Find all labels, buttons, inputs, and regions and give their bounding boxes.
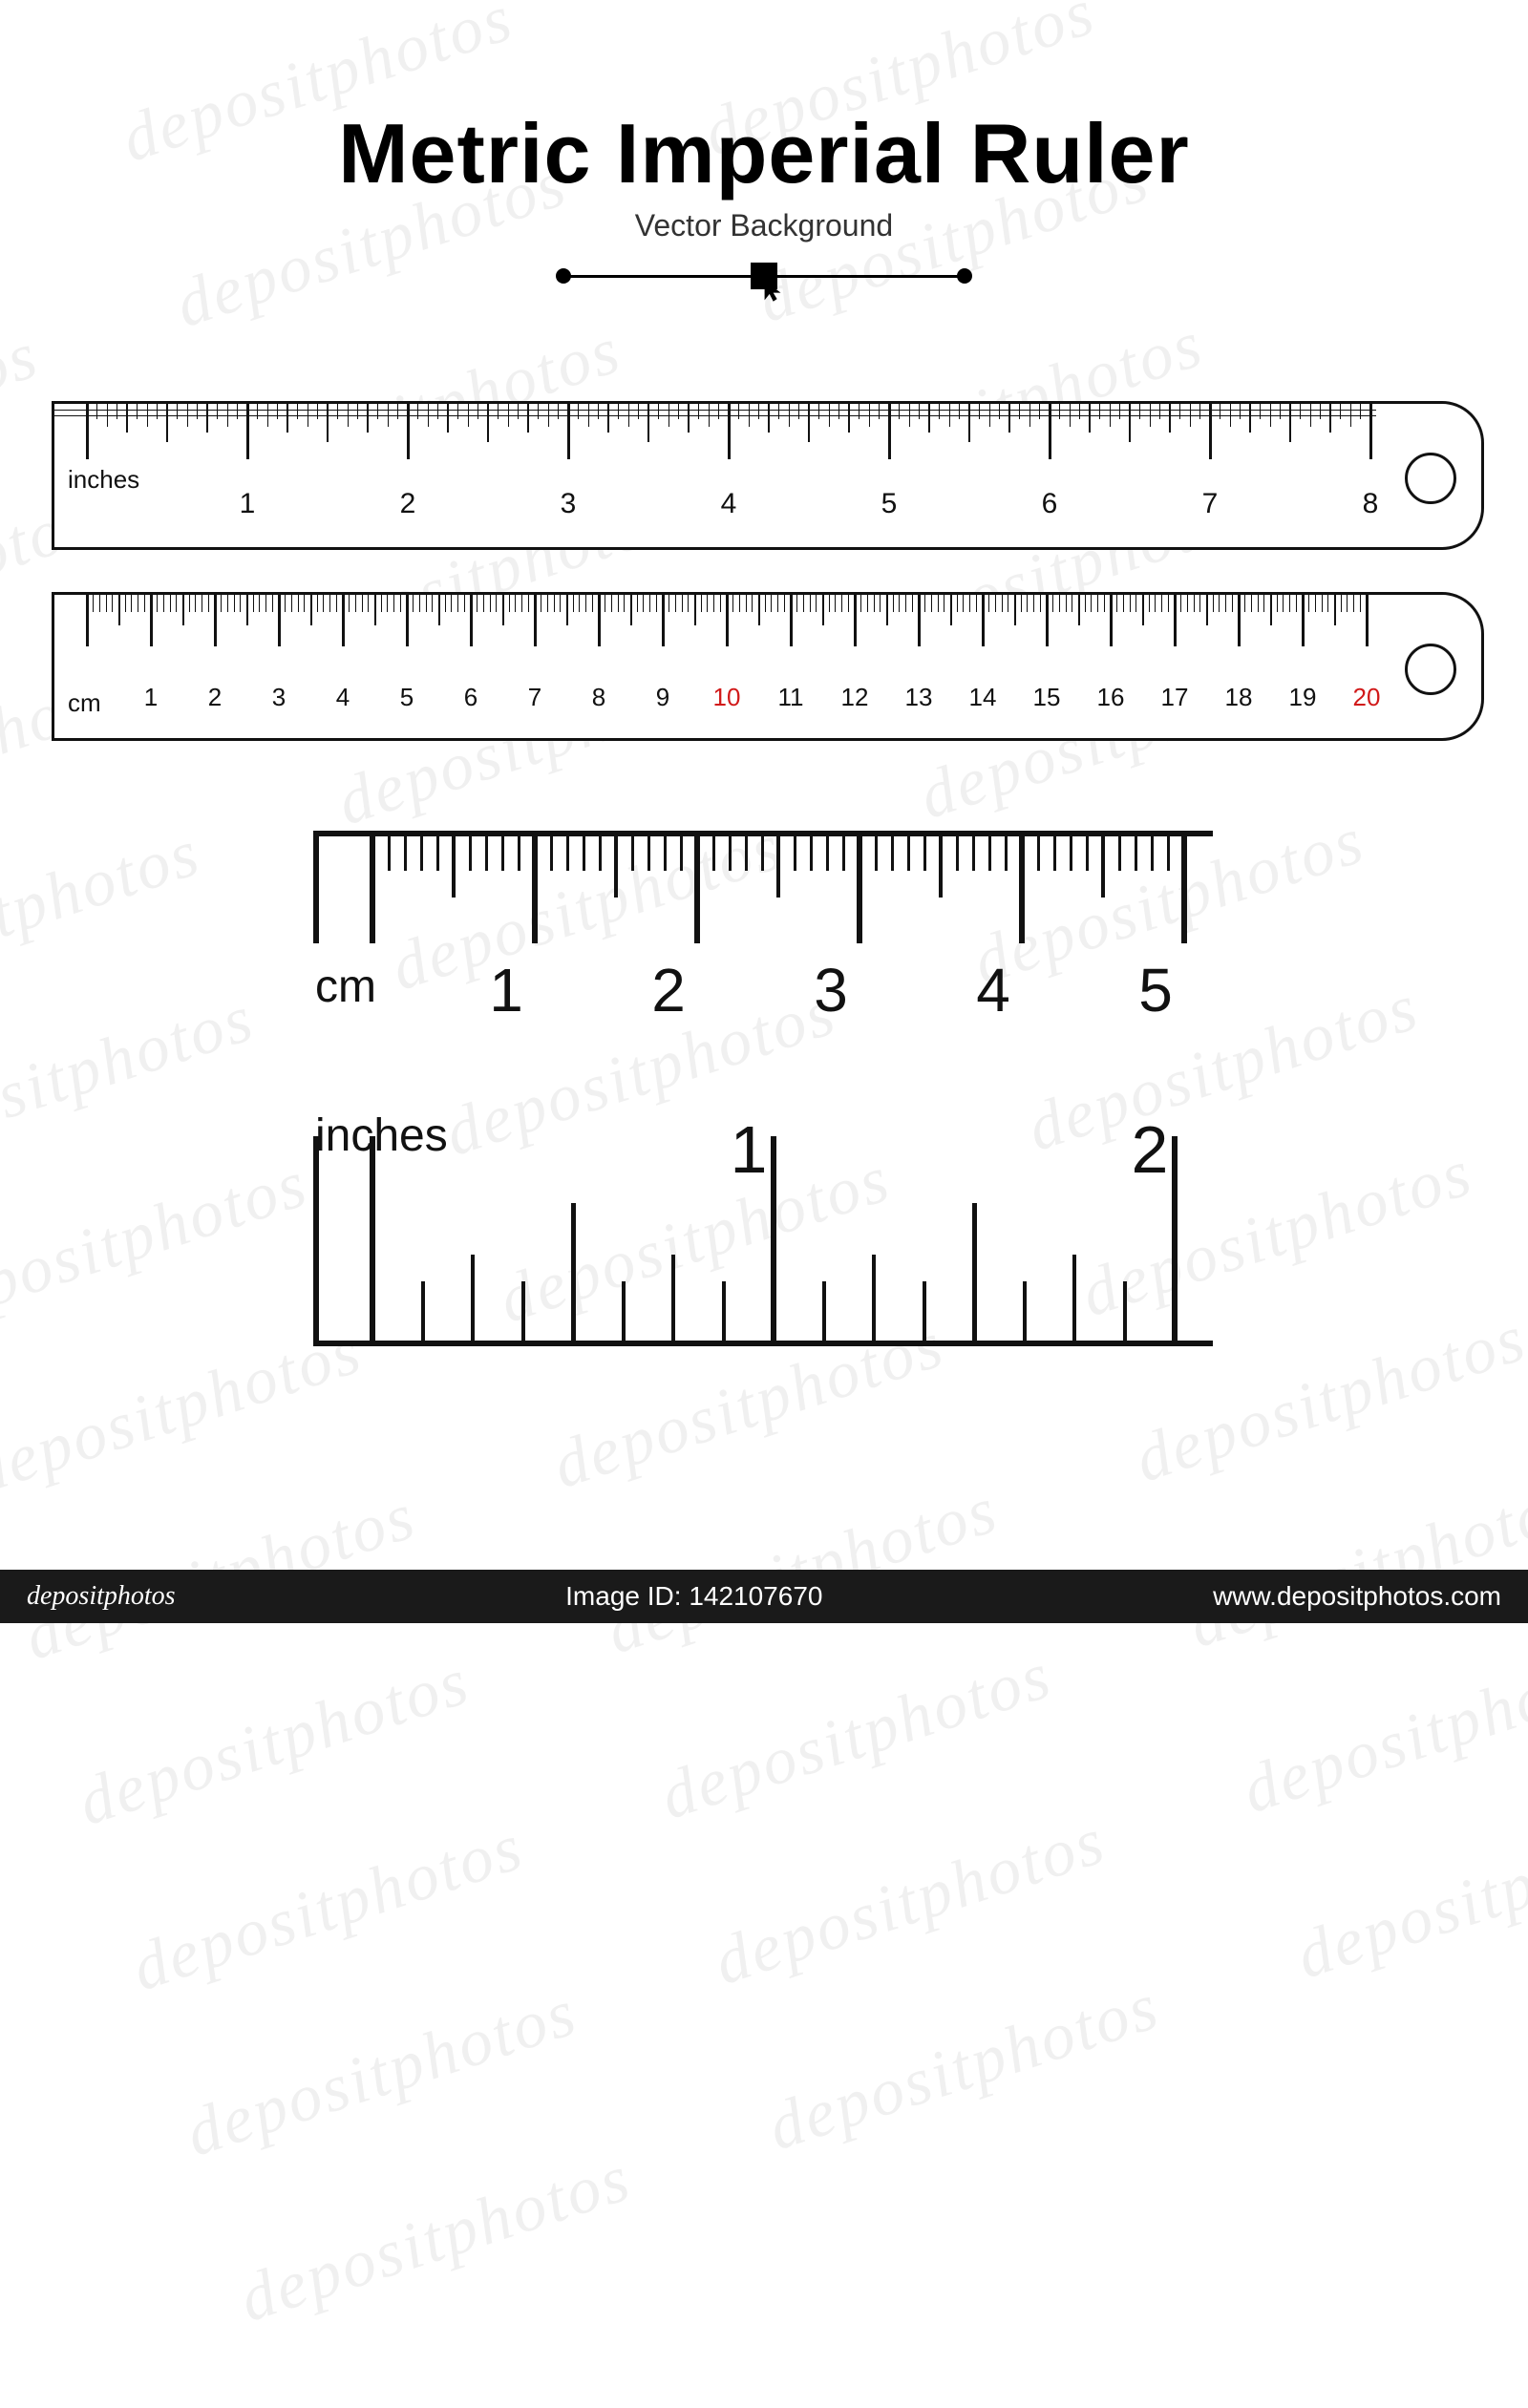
footer-bar: depositphotos Image ID: 142107670 www.de…: [0, 1570, 1528, 1623]
page-title: Metric Imperial Ruler: [0, 105, 1528, 202]
title-ornament: [563, 264, 965, 287]
ruler-inches-scale: 12345678: [54, 404, 1481, 547]
ruler-cm: cm 1234567891011121314151617181920: [52, 592, 1484, 741]
ruler-inches: inches 12345678: [52, 401, 1484, 550]
cursor-icon: [762, 278, 787, 303]
footer-image-id: Image ID: 142107670: [565, 1581, 822, 1612]
ruler-cm-scale: 1234567891011121314151617181920: [54, 595, 1481, 738]
footer-site: www.depositphotos.com: [1213, 1581, 1501, 1612]
detail-scale-inches: 12inches: [315, 1098, 1213, 1346]
footer-brand: depositphotos: [27, 1581, 176, 1612]
header: Metric Imperial Ruler Vector Background: [0, 105, 1528, 287]
detail-scale-cm: 12345cm: [315, 831, 1213, 1022]
watermark: depositphotosdepositphotosdepositphotosd…: [0, 0, 1528, 2172]
page-subtitle: Vector Background: [0, 208, 1528, 243]
